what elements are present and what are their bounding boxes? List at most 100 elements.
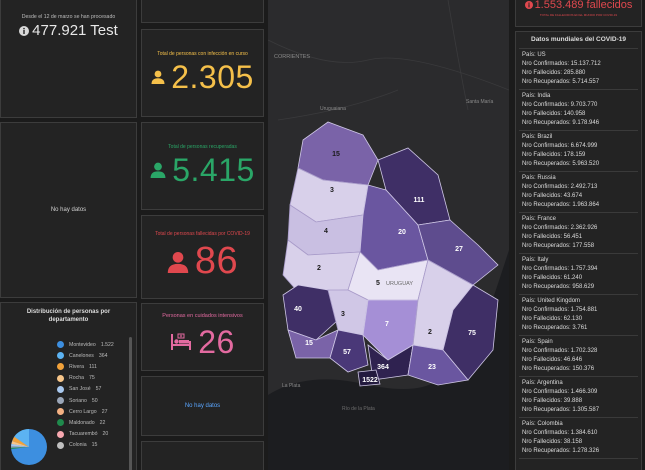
department-value-label: 5 <box>376 280 380 287</box>
legend-color-swatch <box>57 430 64 438</box>
no-data-text: No hay datos <box>50 207 87 213</box>
country-deaths: Nro Fallecidos: 285.880 <box>522 70 586 76</box>
legend-label: Montevideo <box>69 341 96 348</box>
country-item[interactable]: País: Spain Nro Confirmados: 1.702.328 Nro… <box>519 336 638 377</box>
legend-item[interactable]: Cerro Largo 27 <box>57 406 129 417</box>
legend-label: San José <box>69 386 91 393</box>
uruguay-map[interactable]: CORRIENTES Uruguaiana Santa María URUGUA… <box>268 0 509 470</box>
department-value-label: 2 <box>317 265 321 272</box>
legend-label: Tacuarembó <box>69 431 98 438</box>
country-confirmed: Nro Confirmados: 1.702.328 <box>522 348 598 354</box>
country-item[interactable]: País: US Nro Confirmados: 15.137.712 Nro F… <box>519 49 638 90</box>
department-value-label: 7 <box>385 321 389 328</box>
deceased-card: Total de personas fallecidas por COVID-1… <box>141 215 264 299</box>
country-item[interactable]: País: Argentina Nro Confirmados: 1.466.30… <box>519 377 638 418</box>
recovered-card: Total de personas recuperadas 5.415 <box>141 122 264 210</box>
department-san-jose[interactable] <box>329 329 369 373</box>
legend-color-swatch <box>57 352 64 360</box>
country-deaths: Nro Fallecidos: 56.451 <box>522 234 583 240</box>
map-label-santa-maria: Santa María <box>466 99 493 105</box>
legend-label: Soriano <box>69 397 87 404</box>
legend-item[interactable]: Rocha 75 <box>57 373 129 384</box>
map-label-la-plata: La Plata <box>282 383 301 389</box>
department-value-label: 111 <box>414 197 425 204</box>
country-item[interactable]: País: Brazil Nro Confirmados: 6.674.999 Nr… <box>519 131 638 172</box>
country-recovered: Nro Recuperados: 9.178.946 <box>522 120 600 126</box>
river-plate-water <box>268 360 509 470</box>
country-list[interactable]: País: US Nro Confirmados: 15.137.712 Nro F… <box>519 48 638 459</box>
no-data-panel-1: No hay datos <box>0 122 137 298</box>
department-value-label: 3 <box>330 187 334 194</box>
world-deaths-value: 1.553.489 fallecidos <box>534 0 633 11</box>
legend-item[interactable]: Rivera 111 <box>57 361 129 372</box>
hospital-bed-icon <box>171 333 192 351</box>
legend-item[interactable]: San José 57 <box>57 384 129 395</box>
tests-panel: Desde el 12 de marzo se han procesado 47… <box>0 0 137 118</box>
country-name: País: France <box>522 216 557 222</box>
country-confirmed: Nro Confirmados: 1.466.309 <box>522 389 598 395</box>
recovered-value: 5.415 <box>172 151 255 188</box>
country-item[interactable]: País: United Kingdom Nro Confirmados: 1.7… <box>519 295 638 336</box>
distribution-panel: Distribución de personas por departament… <box>0 302 137 470</box>
blank-panel-bottom <box>141 441 264 470</box>
legend-value: 22 <box>99 419 106 426</box>
country-recovered: Nro Recuperados: 3.761 <box>522 325 588 331</box>
world-data-panel: Datos mundiales del COVID-19 País: US Nro… <box>515 31 642 470</box>
legend-label: Cerro Largo <box>69 408 97 415</box>
map-label-uruguaiana: Uruguaiana <box>320 106 346 112</box>
country-item[interactable]: País: Russia Nro Confirmados: 2.492.713 Nr… <box>519 172 638 213</box>
country-item[interactable]: País: India Nro Confirmados: 9.703.770 Nro… <box>519 90 638 131</box>
country-name: País: Russia <box>522 175 556 181</box>
person-icon <box>167 251 189 273</box>
map-canvas[interactable]: CORRIENTES Uruguaiana Santa María URUGUA… <box>268 0 509 470</box>
department-value-label: 15 <box>332 151 340 158</box>
blank-panel-top <box>141 0 264 23</box>
department-montevideo[interactable] <box>357 369 381 387</box>
department-value-label: 4 <box>324 228 328 235</box>
legend-item[interactable]: Tacuarembó 20 <box>57 429 129 440</box>
country-item[interactable]: País: Italy Nro Confirmados: 1.757.394 Nro… <box>519 254 638 295</box>
department-maldonado[interactable] <box>407 344 469 386</box>
legend-color-swatch <box>57 385 64 393</box>
country-item[interactable]: País: Colombia Nro Confirmados: 1.384.610… <box>519 418 638 459</box>
info-icon <box>19 25 30 36</box>
world-data-title: Datos mundiales del COVID-19 <box>531 36 626 43</box>
department-value-label: 40 <box>294 306 302 313</box>
country-confirmed: Nro Confirmados: 1.754.881 <box>522 307 598 313</box>
country-deaths: Nro Fallecidos: 62.130 <box>522 316 583 322</box>
no-data-panel-3: No hay datos <box>141 376 264 436</box>
legend-value: 50 <box>91 397 98 404</box>
department-value-label: 1522 <box>362 377 378 384</box>
department-value-label: 57 <box>343 349 351 356</box>
department-value-label: 15 <box>305 340 313 347</box>
country-deaths: Nro Fallecidos: 140.958 <box>522 111 586 117</box>
active-cases-label: Total de personas con infección en curso <box>157 50 248 57</box>
map-label-uruguay: URUGUAY <box>386 281 413 287</box>
country-deaths: Nro Fallecidos: 39.888 <box>522 398 583 404</box>
country-deaths: Nro Fallecidos: 178.159 <box>522 152 586 158</box>
legend-item[interactable]: Canelones 364 <box>57 350 129 361</box>
legend-label: Canelones <box>69 352 94 359</box>
distribution-title: Distribución de personas por departament… <box>26 309 111 324</box>
country-recovered: Nro Recuperados: 1.278.326 <box>522 448 600 454</box>
legend-color-swatch <box>57 419 64 427</box>
legend-scrollbar[interactable] <box>129 337 132 470</box>
world-deaths-caption: TOTAL DE FALLECIDOS EN EL MUNDO POR COVI… <box>539 13 618 17</box>
country-item[interactable]: País: France Nro Confirmados: 2.362.926 Nr… <box>519 213 638 254</box>
legend-color-swatch <box>57 363 64 371</box>
tests-value: 477.921 Test <box>32 22 118 39</box>
legend-value: 75 <box>89 375 95 382</box>
legend-item[interactable]: Maldonado 22 <box>57 417 129 428</box>
legend-item[interactable]: Montevideo 1.522 <box>57 339 129 350</box>
legend-item[interactable]: Soriano 50 <box>57 395 129 406</box>
country-name: País: India <box>522 93 551 99</box>
legend-item[interactable]: Colonia 15 <box>57 440 129 451</box>
country-recovered: Nro Recuperados: 1.963.864 <box>522 202 600 208</box>
distribution-pie <box>11 428 47 465</box>
icu-card: Personas en cuidados intensivos 26 <box>141 303 264 371</box>
legend-value: 15 <box>91 442 98 449</box>
legend-color-swatch <box>57 408 64 416</box>
no-data-text: No hay datos <box>184 403 221 409</box>
country-deaths: Nro Fallecidos: 38.158 <box>522 439 583 445</box>
person-icon <box>151 70 165 84</box>
